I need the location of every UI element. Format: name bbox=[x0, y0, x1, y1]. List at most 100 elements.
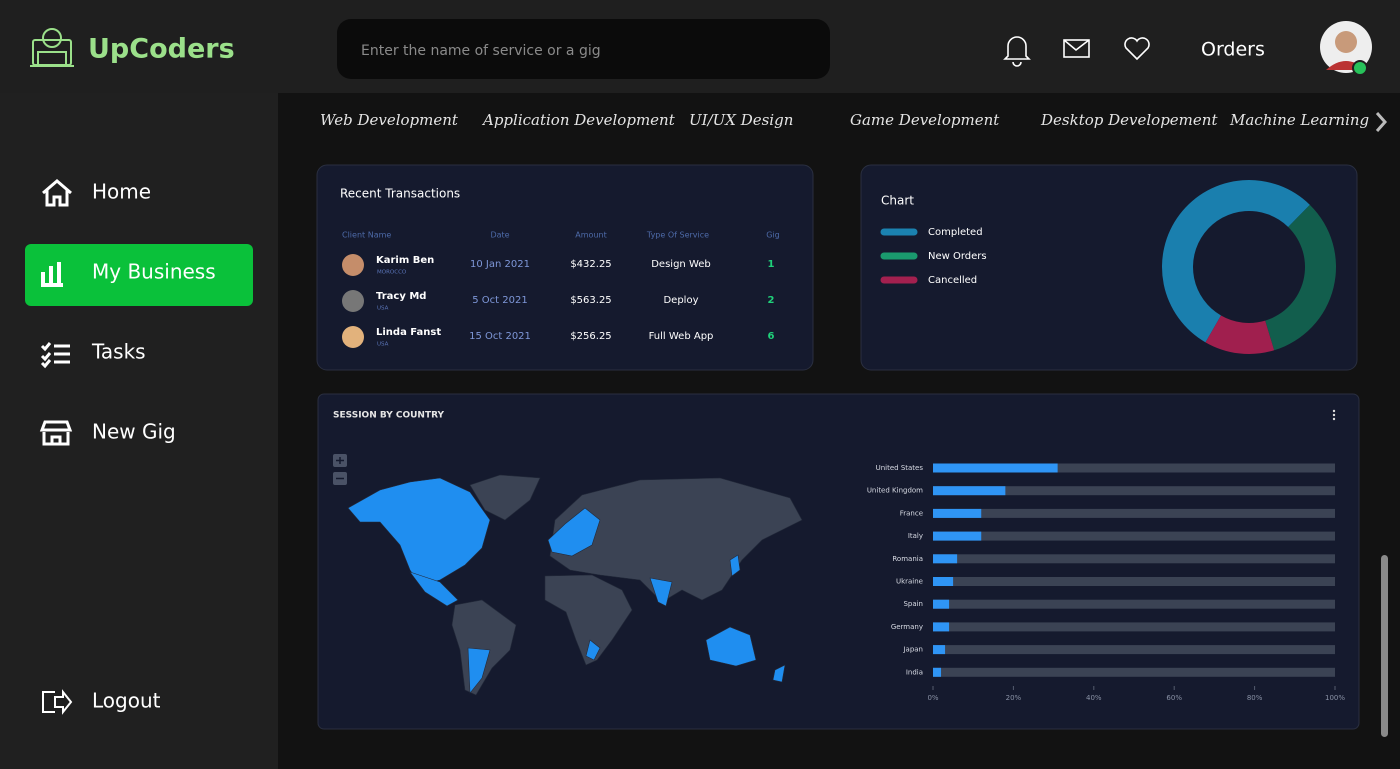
x-tick-label: 40% bbox=[1086, 694, 1102, 702]
bar bbox=[933, 554, 958, 564]
bar-track bbox=[933, 599, 1335, 609]
client-name: Tracy Md bbox=[376, 291, 426, 302]
logout[interactable]: Logout bbox=[92, 689, 161, 713]
transactions-table: Client Name Date Amount Type Of Service Gig K… bbox=[342, 231, 780, 348]
bar bbox=[933, 645, 946, 655]
world-map bbox=[347, 474, 803, 696]
category-link[interactable]: Web Development bbox=[320, 111, 459, 129]
bar bbox=[933, 531, 982, 541]
column-header: Client Name bbox=[342, 231, 391, 240]
client-name: Karim Ben bbox=[376, 255, 434, 266]
search-box[interactable] bbox=[337, 19, 830, 79]
service: Full Web App bbox=[649, 331, 714, 342]
donut-slice bbox=[1205, 315, 1275, 355]
bar-track bbox=[933, 486, 1335, 496]
amount: $432.25 bbox=[570, 259, 611, 270]
donut-slice bbox=[1162, 180, 1310, 343]
legend-label: Completed bbox=[928, 227, 983, 238]
next-arrow[interactable] bbox=[1375, 112, 1388, 132]
online-dot bbox=[1352, 60, 1368, 76]
nav-item[interactable]: My Business bbox=[92, 260, 216, 284]
nav-icon bbox=[40, 342, 70, 369]
country-label: France bbox=[900, 509, 923, 517]
x-tick-label: 80% bbox=[1247, 694, 1263, 702]
zoom-controls bbox=[333, 454, 347, 485]
scrollbar[interactable] bbox=[1381, 555, 1388, 737]
session-title: SESSION BY COUNTRY bbox=[333, 411, 445, 421]
category-link[interactable]: Machine Learning bbox=[1229, 111, 1369, 129]
bar-track bbox=[933, 531, 1335, 541]
legend-label: Cancelled bbox=[928, 275, 977, 286]
donut-slice bbox=[1265, 204, 1336, 351]
gig: 1 bbox=[768, 259, 775, 270]
category-bar: Web Development Application Development UI… bbox=[320, 111, 1369, 129]
country-label: United States bbox=[876, 464, 924, 472]
client-country: USA bbox=[377, 342, 389, 348]
bar-track bbox=[933, 667, 1335, 677]
nav-item[interactable]: Home bbox=[92, 180, 151, 204]
bar bbox=[933, 463, 1058, 473]
client-country: MOROCCO bbox=[377, 270, 407, 276]
country-label: Ukraine bbox=[896, 578, 923, 586]
date: 15 Oct 2021 bbox=[469, 331, 531, 342]
bell-icon[interactable] bbox=[1003, 36, 1031, 67]
bar-track bbox=[933, 554, 1335, 564]
client-avatar bbox=[342, 254, 364, 276]
nav-active-bg bbox=[25, 244, 253, 306]
logo-icon bbox=[30, 28, 74, 67]
gig: 2 bbox=[768, 295, 775, 306]
category-link[interactable]: Game Development bbox=[850, 111, 1000, 129]
x-tick-label: 20% bbox=[1006, 694, 1022, 702]
header-icons bbox=[1003, 36, 1150, 67]
country-label: India bbox=[906, 668, 923, 676]
country-label: Romania bbox=[892, 555, 923, 563]
gig: 6 bbox=[768, 331, 775, 342]
heart-icon[interactable] bbox=[1124, 37, 1150, 61]
bar bbox=[933, 599, 950, 609]
nav-item[interactable]: Tasks bbox=[91, 340, 146, 364]
client-name: Linda Fanst bbox=[376, 327, 441, 338]
column-header: Type Of Service bbox=[646, 231, 709, 240]
category-link[interactable]: Application Development bbox=[481, 111, 676, 129]
chart-title: Chart bbox=[881, 194, 914, 208]
country-label: Germany bbox=[891, 623, 923, 631]
bar-track bbox=[933, 508, 1335, 518]
category-link[interactable]: UI/UX Design bbox=[689, 111, 793, 129]
client-avatar bbox=[342, 290, 364, 312]
amount: $563.25 bbox=[570, 295, 611, 306]
country-label: Spain bbox=[903, 600, 923, 608]
bar-track bbox=[933, 577, 1335, 586]
legend-label: New Orders bbox=[928, 251, 987, 262]
x-tick-label: 60% bbox=[1166, 694, 1182, 702]
donut-chart: Completed New Orders Cancelled bbox=[880, 180, 1336, 355]
country-label: Japan bbox=[902, 646, 923, 654]
bar bbox=[933, 486, 1006, 496]
client-avatar bbox=[342, 326, 364, 348]
bar bbox=[933, 508, 982, 518]
category-link[interactable]: Desktop Developement bbox=[1040, 111, 1218, 129]
logout-icon bbox=[42, 689, 73, 715]
mail-icon[interactable] bbox=[1063, 39, 1090, 58]
bar bbox=[933, 577, 954, 586]
country-label: United Kingdom bbox=[867, 487, 923, 495]
orders-link[interactable]: Orders bbox=[1201, 39, 1265, 61]
transactions-card bbox=[316, 164, 814, 371]
nav: Home My Business Tasks New Gig bbox=[25, 179, 253, 446]
country-label: Italy bbox=[908, 532, 923, 540]
date: 5 Oct 2021 bbox=[472, 295, 527, 306]
menu-dots[interactable] bbox=[1332, 409, 1336, 421]
nav-item[interactable]: New Gig bbox=[92, 420, 176, 444]
search-placeholder: Enter the name of service or a gig bbox=[361, 43, 601, 59]
x-tick-label: 100% bbox=[1325, 694, 1345, 702]
bar-track bbox=[933, 645, 1335, 655]
nav-icon bbox=[42, 179, 72, 207]
bar-track bbox=[933, 622, 1335, 632]
transactions-title: Recent Transactions bbox=[340, 187, 460, 201]
x-tick-label: 0% bbox=[927, 694, 938, 702]
nav-icon bbox=[41, 262, 63, 287]
date: 10 Jan 2021 bbox=[470, 259, 530, 270]
column-header: Date bbox=[490, 231, 509, 240]
bar bbox=[933, 667, 942, 677]
nav-icon bbox=[39, 420, 73, 446]
